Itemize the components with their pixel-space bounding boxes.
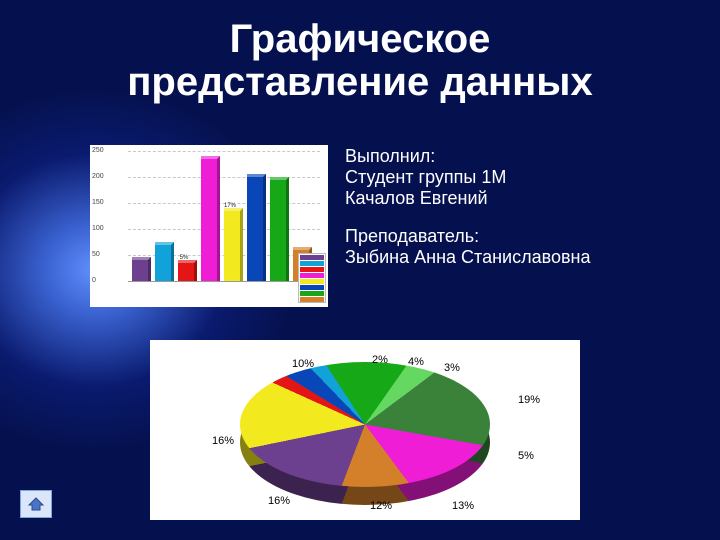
title-line-2: представление данных	[127, 60, 592, 104]
bar-value-label: 5%	[177, 255, 191, 261]
credits-line: Выполнил:	[345, 146, 590, 167]
bar	[155, 242, 174, 281]
bar	[247, 174, 266, 281]
bar-legend	[298, 253, 326, 303]
bar-ytick: 200	[92, 173, 104, 180]
bar-plot-area: 5% 17%	[128, 151, 320, 281]
pie-slice-label: 2%	[372, 354, 388, 366]
legend-swatch	[300, 261, 324, 266]
pie-slice-label: 5%	[518, 450, 534, 462]
bar-ytick: 250	[92, 147, 104, 154]
credits-line: Преподаватель:	[345, 226, 590, 247]
pie-slice-label: 10%	[292, 358, 314, 370]
bar	[270, 177, 289, 281]
bar-ytick: 50	[92, 251, 100, 258]
credits-block: Выполнил: Студент группы 1М Качалов Евге…	[345, 146, 590, 268]
pie-slice-label: 3%	[444, 362, 460, 374]
credits-line: Зыбина Анна Станиславовна	[345, 247, 590, 268]
bar-gridline	[128, 151, 320, 152]
legend-swatch	[300, 297, 324, 302]
slide-title: Графическое представление данных	[0, 18, 720, 104]
credits-line: Качалов Евгений	[345, 188, 590, 209]
credits-line: Студент группы 1М	[345, 167, 590, 188]
bar-ytick: 100	[92, 225, 104, 232]
pie-slice-label: 16%	[212, 435, 234, 447]
pie-slice-label: 12%	[370, 500, 392, 512]
bar	[201, 156, 220, 281]
bar-ytick: 150	[92, 199, 104, 206]
pie-top-face	[240, 362, 490, 487]
bar-ytick: 0	[92, 277, 96, 284]
pie-slice-label: 4%	[408, 356, 424, 368]
home-button[interactable]	[20, 490, 52, 518]
pie-slice-label: 13%	[452, 500, 474, 512]
legend-swatch	[300, 273, 324, 278]
legend-swatch	[300, 255, 324, 260]
bar	[132, 257, 151, 281]
bar	[178, 260, 197, 281]
legend-swatch	[300, 279, 324, 284]
home-icon	[27, 496, 45, 512]
legend-swatch	[300, 285, 324, 290]
bar	[224, 208, 243, 281]
pie-wrap	[240, 362, 490, 502]
bar-chart: 5% 17% 0 50 100 150 200 250	[90, 145, 328, 307]
legend-swatch	[300, 267, 324, 272]
pie-chart: 12% 16% 16% 10% 2% 4% 3% 19% 5% 13%	[150, 340, 580, 520]
title-line-1: Графическое	[230, 17, 491, 61]
bar-x-axis	[128, 281, 320, 282]
pie-slice-label: 19%	[518, 394, 540, 406]
bar-value-label: 17%	[223, 203, 237, 209]
pie-slice-label: 16%	[268, 495, 290, 507]
bar-gridline	[128, 177, 320, 178]
legend-swatch	[300, 291, 324, 296]
